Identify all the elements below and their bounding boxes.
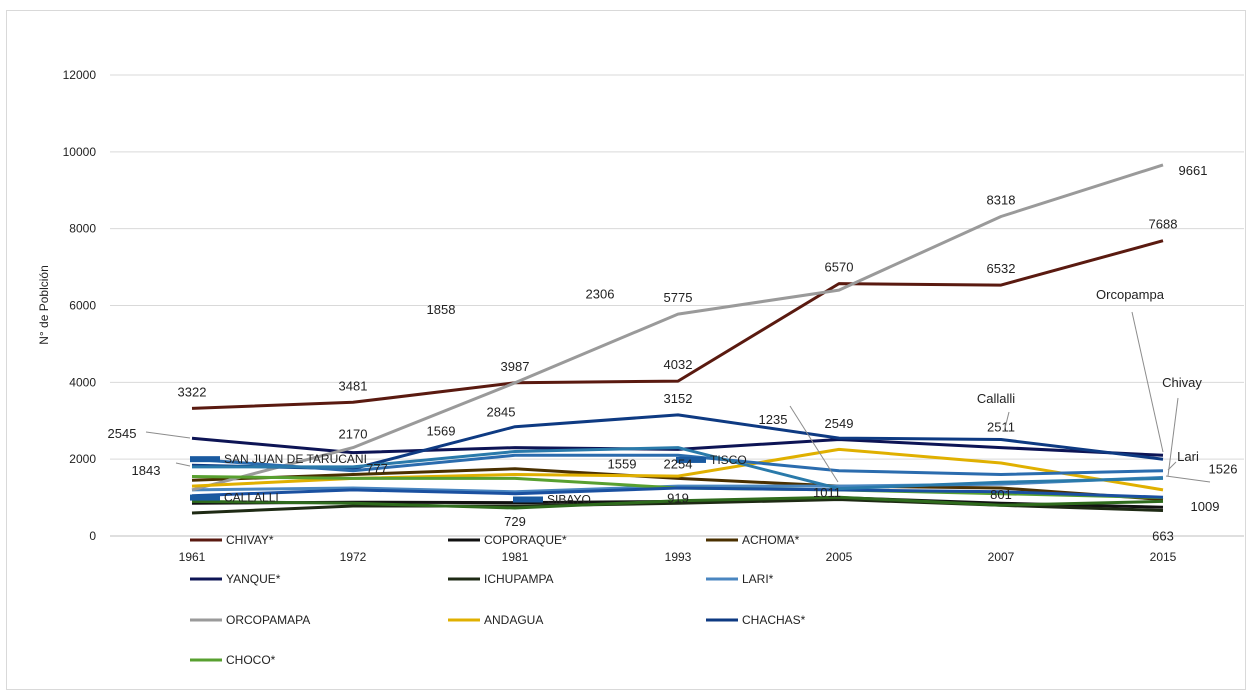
leader-line <box>1167 461 1177 471</box>
inline-label-swatch <box>513 496 543 503</box>
legend-label: ICHUPAMPA <box>484 572 554 586</box>
data-label: 5775 <box>664 290 693 305</box>
leader-line <box>1167 397 1179 477</box>
y-axis-label: N° de Poblción <box>37 265 51 345</box>
leader-line <box>1165 475 1211 483</box>
series-line-2 <box>191 467 1164 501</box>
data-label: 7688 <box>1149 217 1178 232</box>
leader-line <box>1131 311 1164 453</box>
data-label: 3152 <box>664 391 693 406</box>
leader-line <box>789 405 839 483</box>
data-label: 2845 <box>487 405 516 420</box>
data-label: 1559 <box>608 456 637 471</box>
legend-label: ACHOMA* <box>742 533 800 547</box>
x-tick-label: 1961 <box>179 550 206 564</box>
y-tick-label: 6000 <box>69 299 96 313</box>
data-label: 1569 <box>427 424 456 439</box>
x-axis-ticks: 1961 1972 1981 1993 2005 2007 2015 <box>179 550 1177 564</box>
data-label: 1526 <box>1209 461 1238 476</box>
data-label: 1011 <box>813 485 841 500</box>
series-line-13 <box>192 446 1164 491</box>
series-line-0 <box>191 239 1164 410</box>
inline-series-label: SAN JUAN DE TARUCANI <box>224 452 367 466</box>
data-label: 2170 <box>339 427 368 442</box>
series-line-3 <box>191 436 1164 457</box>
x-tick-label: 2007 <box>988 550 1015 564</box>
leader-line <box>145 431 191 439</box>
y-tick-label: 2000 <box>69 452 96 466</box>
data-label: 919 <box>667 491 689 506</box>
data-label: 3481 <box>339 378 368 393</box>
callout-label: Callalli <box>977 391 1015 406</box>
data-label: 2254 <box>664 456 693 471</box>
x-tick-label: 2005 <box>826 550 853 564</box>
legend-label: ORCOPAMAPA <box>226 613 310 627</box>
inline-series-label: SIBAYO <box>547 493 591 507</box>
series-line-12 <box>191 495 1164 510</box>
inline-label-swatch <box>676 456 706 463</box>
data-label: 9661 <box>1179 163 1208 178</box>
callout-labels: Orcopampa Chivay Callalli Lari <box>145 287 1211 483</box>
data-label: 3987 <box>501 359 530 374</box>
y-tick-label: 12000 <box>63 68 97 82</box>
leader-line <box>175 462 191 467</box>
data-label: 2545 <box>108 426 137 441</box>
x-tick-label: 1972 <box>340 550 367 564</box>
legend-label: COPORAQUE* <box>484 533 567 547</box>
y-tick-label: 0 <box>89 529 96 543</box>
series-line-6 <box>191 163 1164 492</box>
data-label: 2306 <box>586 287 615 302</box>
callout-label: Orcopampa <box>1096 287 1165 302</box>
data-label: 729 <box>504 514 526 529</box>
data-label: 1858 <box>427 302 456 317</box>
data-label: 6570 <box>825 260 854 275</box>
inline-series-label: CALLALLI <box>224 491 279 505</box>
x-tick-label: 2015 <box>1150 550 1177 564</box>
series-lines <box>191 163 1164 515</box>
x-tick-label: 1993 <box>665 550 692 564</box>
series-line-11 <box>191 486 1164 499</box>
series-line-5 <box>191 475 1164 494</box>
data-label: 1235 <box>759 412 788 427</box>
data-label: 801 <box>990 487 1012 502</box>
data-labels: 3322 3481 3987 4032 6570 6532 7688 5775 8318 9661… <box>108 163 1238 544</box>
data-label: 3322 <box>178 384 207 399</box>
gridlines <box>110 74 1244 537</box>
data-label: 4032 <box>664 357 693 372</box>
legend: CHIVAY* COPORAQUE* ACHOMA* YANQUE* ICHUPAMPA… <box>190 533 806 667</box>
y-tick-label: 10000 <box>63 145 97 159</box>
inline-label-swatch <box>190 494 220 501</box>
series-line-8 <box>191 413 1164 471</box>
callout-label: Lari <box>1177 449 1199 464</box>
data-label: 1009 <box>1191 499 1220 514</box>
x-tick-label: 1981 <box>502 550 529 564</box>
data-label: 777 <box>366 461 388 476</box>
inline-label-swatch <box>190 456 220 463</box>
data-label: 8318 <box>987 192 1016 207</box>
legend-label: ANDAGUA <box>484 613 543 627</box>
chart-frame <box>6 10 1246 690</box>
series-line-10 <box>191 453 1164 476</box>
callout-label: Chivay <box>1162 375 1202 390</box>
data-label: 663 <box>1152 529 1174 544</box>
legend-label: LARI* <box>742 572 774 586</box>
inline-series-labels: SAN JUAN DE TARUCANI CALLALLI SIBAYO TISCO <box>190 452 747 507</box>
leader-line <box>1003 411 1010 433</box>
legend-label: CHOCO* <box>226 653 276 667</box>
inline-series-label: TISCO <box>710 453 747 467</box>
data-label: 2511 <box>987 420 1015 435</box>
legend-label: CHIVAY* <box>226 533 274 547</box>
data-label: 1843 <box>132 463 161 478</box>
y-tick-label: 4000 <box>69 375 96 389</box>
y-tick-label: 8000 <box>69 222 96 236</box>
data-label: 6532 <box>987 261 1016 276</box>
legend-label: YANQUE* <box>226 572 281 586</box>
y-axis-ticks: 0 2000 4000 6000 8000 10000 12000 <box>63 68 97 543</box>
data-label: 2549 <box>825 416 854 431</box>
legend-label: CHACHAS* <box>742 613 806 627</box>
